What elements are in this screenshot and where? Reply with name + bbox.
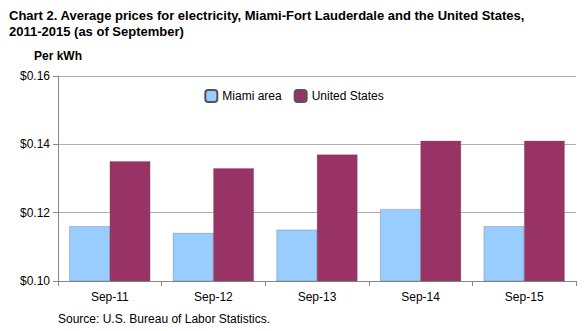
svg-text:Sep-15: Sep-15 (505, 290, 544, 304)
svg-text:Sep-11: Sep-11 (91, 290, 129, 304)
svg-text:2011-2015 (as of September): 2011-2015 (as of September) (9, 24, 184, 39)
svg-text:$0.12: $0.12 (20, 206, 50, 220)
svg-text:Miami area: Miami area (222, 89, 282, 103)
svg-text:Source: U.S. Bureau of Labor S: Source: U.S. Bureau of Labor Statistics. (58, 312, 270, 326)
svg-text:Chart 2. Average prices for el: Chart 2. Average prices for electricity,… (9, 8, 528, 23)
svg-text:Sep-14: Sep-14 (401, 290, 440, 304)
svg-text:$0.14: $0.14 (20, 137, 50, 151)
svg-text:Per kWh: Per kWh (34, 49, 82, 63)
svg-text:United States: United States (312, 89, 384, 103)
svg-text:$0.16: $0.16 (20, 69, 50, 83)
svg-text:Sep-12: Sep-12 (194, 290, 233, 304)
svg-text:$0.10: $0.10 (20, 274, 50, 288)
svg-text:Sep-13: Sep-13 (298, 290, 337, 304)
